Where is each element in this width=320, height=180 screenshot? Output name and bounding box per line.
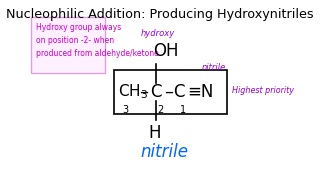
Text: Highest priority: Highest priority bbox=[232, 86, 294, 94]
Text: hydroxy: hydroxy bbox=[140, 29, 175, 38]
Bar bbox=[114, 70, 227, 114]
Text: OH: OH bbox=[154, 42, 179, 60]
Text: Nucleophilic Addition: Producing Hydroxynitriles: Nucleophilic Addition: Producing Hydroxy… bbox=[6, 8, 314, 21]
Text: C: C bbox=[173, 83, 184, 101]
Text: 2: 2 bbox=[157, 105, 163, 115]
Text: nitrile: nitrile bbox=[202, 63, 226, 72]
Text: H: H bbox=[149, 124, 161, 142]
Text: –: – bbox=[164, 83, 173, 101]
Text: $\mathregular{CH_3}$: $\mathregular{CH_3}$ bbox=[118, 83, 148, 101]
Text: nitrile: nitrile bbox=[140, 143, 188, 161]
FancyBboxPatch shape bbox=[31, 17, 105, 73]
Text: –: – bbox=[139, 83, 148, 101]
Text: C: C bbox=[150, 83, 162, 101]
Text: ≡N: ≡N bbox=[187, 83, 213, 101]
Text: Hydroxy group always
on position -2- when
produced from aldehyde/ketone.: Hydroxy group always on position -2- whe… bbox=[36, 23, 161, 58]
Text: 3: 3 bbox=[122, 105, 128, 115]
Text: 1: 1 bbox=[180, 105, 186, 115]
